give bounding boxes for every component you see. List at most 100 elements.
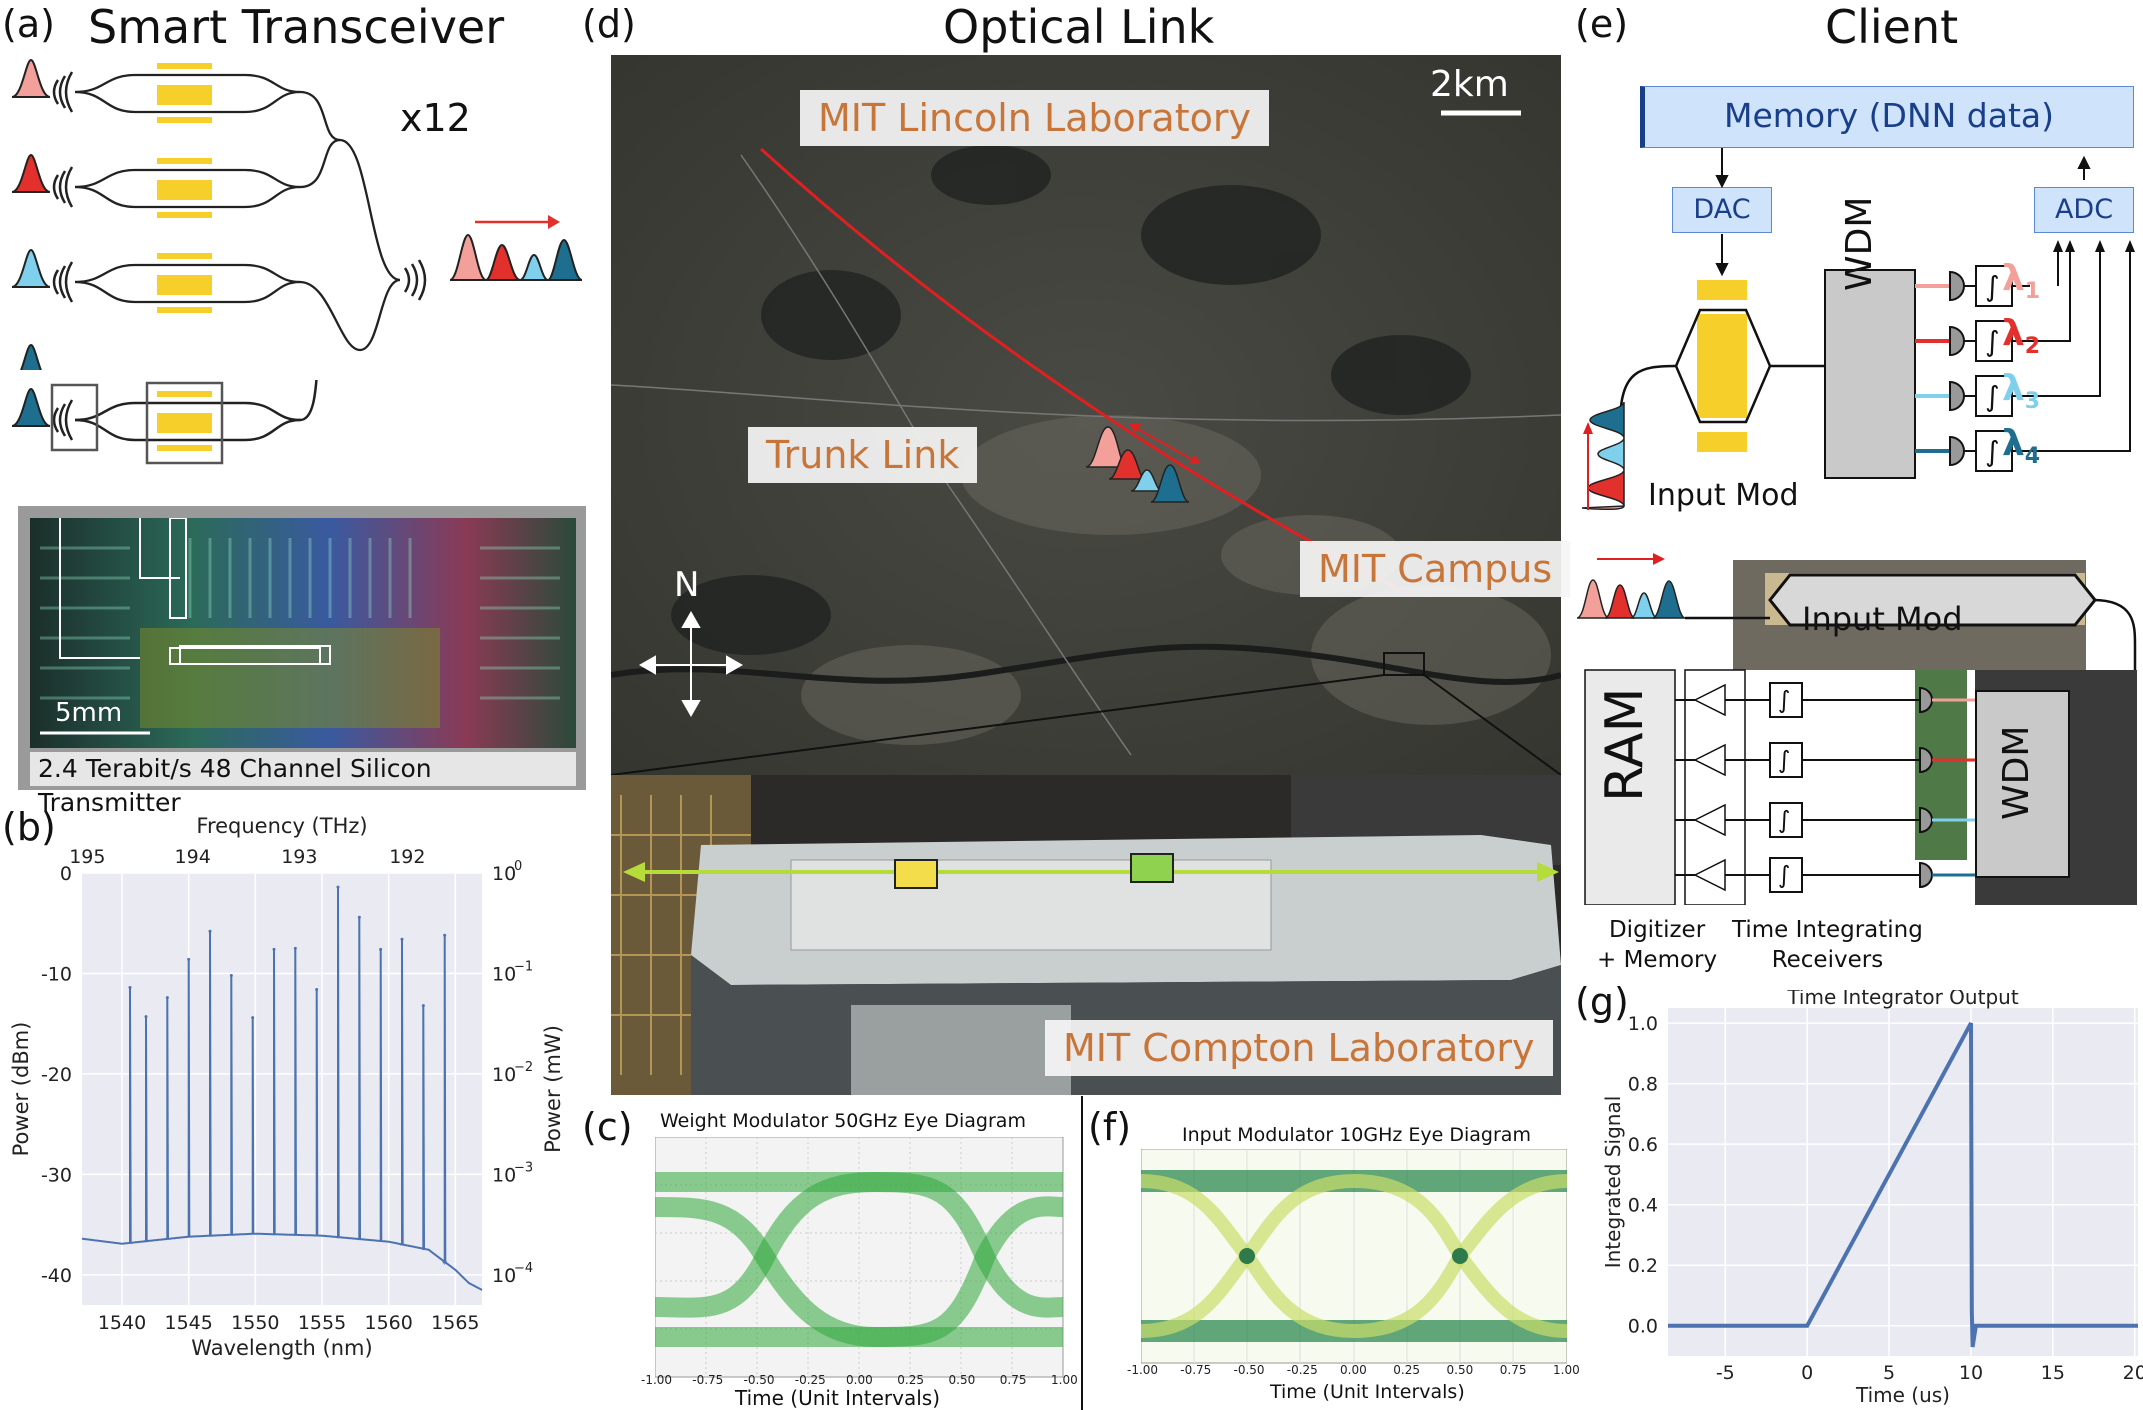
lambda-2: λ2 <box>2002 313 2041 360</box>
x-tick-label: 1555 <box>298 1312 346 1334</box>
right-tick-label: 10 <box>492 1265 516 1287</box>
spectrum-peak <box>443 933 447 937</box>
digitizer-label: Digitizer + Memory <box>1597 917 1718 973</box>
svg-text:∫: ∫ <box>1985 435 2000 468</box>
right-tick-sup: 0 <box>514 859 522 874</box>
input-mod-label: Input Mod <box>1648 478 1799 513</box>
panel-g-letter: (g) <box>1575 980 1629 1024</box>
right-tick-label: 10 <box>492 963 516 985</box>
cf-divider <box>1081 1096 1083 1410</box>
plot-area <box>1668 1008 2138 1356</box>
right-axis-label: Power (mW) <box>541 1025 565 1153</box>
pulse-4 <box>20 343 42 370</box>
svg-text:∫: ∫ <box>1985 270 2000 303</box>
eye-f-plot <box>1141 1149 1567 1364</box>
eye-xtick: -1.00 <box>1127 1363 1159 1377</box>
eye-xtick: 0.25 <box>897 1373 924 1387</box>
svg-text:∫: ∫ <box>1778 746 1791 774</box>
mzi-boxed <box>11 380 318 465</box>
adc-box: ADC <box>2034 187 2134 233</box>
eye-xtick: -1.00 <box>641 1373 673 1387</box>
pulse-1 <box>11 58 51 98</box>
y-tick-label: 0.8 <box>1628 1074 1658 1096</box>
plot-area <box>82 873 482 1305</box>
svg-text:∫: ∫ <box>1778 861 1791 889</box>
spectrum-peak <box>400 937 404 941</box>
eye-f-title: Input Modulator 10GHz Eye Diagram <box>1182 1124 1531 1146</box>
eye-xtick: 0.75 <box>1499 1363 1527 1377</box>
x-tick-label: 1565 <box>431 1312 479 1334</box>
x-axis-label: Wavelength (nm) <box>191 1336 372 1360</box>
panel-f-letter: (f) <box>1088 1105 1132 1149</box>
y-tick-label: -40 <box>41 1265 72 1287</box>
top-tick-label: 193 <box>281 846 317 868</box>
y-tick-label: -10 <box>41 963 72 985</box>
svg-text:∫: ∫ <box>1778 686 1791 714</box>
dac-box: DAC <box>1672 187 1772 233</box>
right-tick-label: 10 <box>492 863 516 885</box>
x-tick-label: 1550 <box>231 1312 279 1334</box>
y-tick-label: -30 <box>41 1164 72 1186</box>
y-axis-label: Integrated Signal <box>1601 1096 1625 1269</box>
svg-text:∫: ∫ <box>1778 806 1791 834</box>
svg-text:∫: ∫ <box>1985 380 2000 413</box>
eye-xtick: 0.50 <box>1446 1363 1474 1377</box>
panel-d-title: Optical Link <box>943 0 1215 54</box>
y-tick-label: 0.4 <box>1628 1195 1658 1217</box>
spectrum-peak <box>128 986 132 990</box>
wdm-label-top: WDM <box>1839 196 1880 291</box>
multiplier-label: x12 <box>400 96 471 140</box>
chart-title: Time Integrator Output <box>1786 990 2018 1009</box>
lambda-4: λ4 <box>2002 423 2041 470</box>
input-mod-hw-label: Input Mod <box>1802 600 1963 638</box>
eye-xtick: -0.75 <box>692 1373 724 1387</box>
x-tick-label: 10 <box>1959 1362 1983 1384</box>
spectrum-peak <box>421 1004 425 1008</box>
mzi-waveguides <box>74 73 401 352</box>
eye-f-xticks: -1.00 -0.75 -0.50 -0.25 0.00 0.25 0.50 0.75 1.00 <box>1127 1363 1580 1379</box>
eye-c-xlabel: Time (Unit Intervals) <box>735 1386 940 1410</box>
client-schematic: ∫ ∫ ∫ ∫ <box>1581 148 2135 510</box>
y-tick-label: 0.2 <box>1628 1255 1658 1277</box>
memory-box: Memory (DNN data) <box>1640 86 2134 148</box>
trunk-label: Trunk Link <box>748 427 978 483</box>
grating-couplers <box>52 71 74 303</box>
panel-a-letter: (a) <box>2 2 55 46</box>
map-scale-bar: 2km <box>1430 64 1509 105</box>
right-tick-label: 10 <box>492 1064 516 1086</box>
panel-e-letter: (e) <box>1575 2 1629 46</box>
chip-photo <box>30 518 576 748</box>
lincoln-label: MIT Lincoln Laboratory <box>800 90 1269 146</box>
modulator-schematic <box>11 58 583 370</box>
top-tick-label: 195 <box>69 846 105 868</box>
x-tick-label: 5 <box>1883 1362 1895 1384</box>
spectrum-peak <box>187 957 191 961</box>
x-tick-label: 0 <box>1801 1362 1813 1384</box>
y-axis-label: Power (dBm) <box>9 1022 33 1157</box>
x-tick-label: -5 <box>1716 1362 1735 1384</box>
electrodes <box>157 63 212 313</box>
integrator-line <box>1668 1022 2138 1348</box>
spectrum-line <box>81 887 483 1291</box>
y-tick-label: 0.6 <box>1628 1134 1658 1156</box>
receivers-label: Time Integrating Receivers <box>1732 917 1923 973</box>
eye-xtick: 0.75 <box>999 1373 1027 1387</box>
panel-d-letter: (d) <box>582 2 636 46</box>
client-hardware: ∫ ∫ ∫ ∫ <box>1576 553 2137 905</box>
eye-xtick: 0.00 <box>1340 1363 1367 1377</box>
chip-scale-bar: 5mm <box>55 698 123 728</box>
wdm-label-bottom: WDM <box>1996 725 2037 820</box>
svg-text:∫: ∫ <box>1985 325 2000 358</box>
top-axis-label: Frequency (THz) <box>196 815 367 838</box>
spectrum-peak <box>357 915 361 919</box>
panel-b-letter: (b) <box>2 805 56 849</box>
ram-label: RAM <box>1595 687 1655 802</box>
x-tick-label: 1545 <box>164 1312 212 1334</box>
spectrum-peak <box>379 947 383 951</box>
eye-xtick: 1.00 <box>1553 1363 1580 1377</box>
eye-xtick: -0.25 <box>1286 1363 1318 1377</box>
top-tick-label: 192 <box>389 846 425 868</box>
integrator-chart: -5 0 5 10 15 20 0.0 0.2 0.4 0.6 0.8 1.0 Time Integra… <box>1601 990 2143 1407</box>
right-tick-sup: −1 <box>514 959 533 974</box>
spectrum-peak <box>251 1016 255 1020</box>
